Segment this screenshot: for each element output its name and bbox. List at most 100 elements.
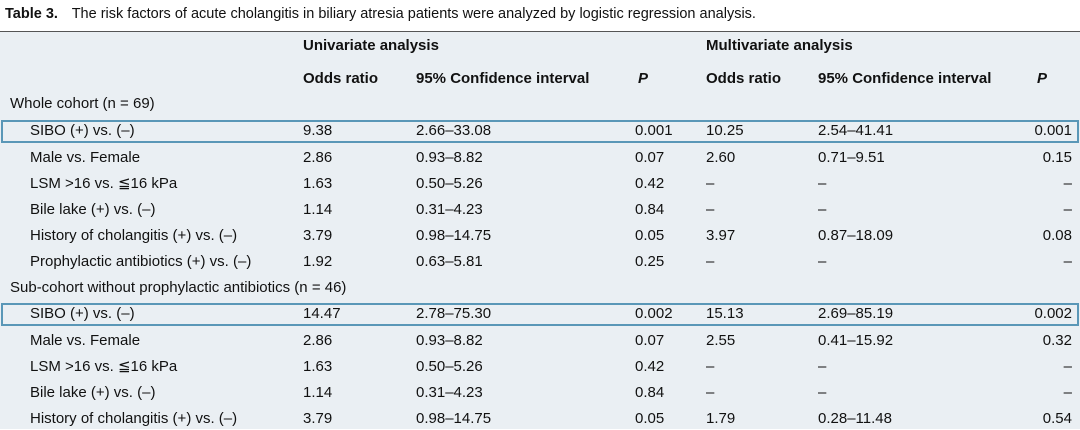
p-univariate-cell: 0.002 — [635, 305, 673, 322]
table-background — [0, 31, 1080, 429]
odds-ratio-univariate-cell: 14.47 — [303, 305, 341, 322]
cohort-group-title: Sub-cohort without prophylactic antibiot… — [10, 279, 347, 296]
odds-ratio-multivariate-cell: 10.25 — [706, 122, 744, 139]
header-p-multi: P — [1037, 70, 1048, 87]
table-row: History of cholangitis (+) vs. (–) 3.79 0.… — [0, 224, 1080, 247]
ci-univariate-cell: 0.98–14.75 — [416, 227, 492, 244]
ci-multivariate-cell: – — [818, 201, 827, 218]
header-ci-uni: 95% Confidence interval — [416, 70, 590, 87]
ci-multivariate-cell: 0.28–11.48 — [818, 410, 892, 427]
table-row: History of cholangitis (+) vs. (–) 3.79 0.… — [0, 407, 1080, 430]
cohort-group-row: Sub-cohort without prophylactic antibiot… — [0, 276, 1080, 299]
odds-ratio-multivariate-cell: – — [706, 175, 715, 192]
p-univariate-cell: 0.42 — [635, 358, 665, 375]
ci-univariate-cell: 0.98–14.75 — [416, 410, 492, 427]
odds-ratio-univariate-cell: 3.79 — [303, 227, 333, 244]
odds-ratio-univariate-cell: 1.14 — [303, 384, 333, 401]
odds-ratio-multivariate-cell: 15.13 — [706, 305, 744, 322]
odds-ratio-multivariate-cell: – — [706, 201, 715, 218]
ci-multivariate-cell: – — [818, 384, 827, 401]
odds-ratio-univariate-cell: 1.63 — [303, 358, 333, 375]
ci-multivariate-cell: 2.69–85.19 — [818, 305, 894, 322]
ci-multivariate-cell: 0.87–18.09 — [818, 227, 894, 244]
header-odds-ratio-uni: Odds ratio — [303, 70, 379, 87]
header-multivariate: Multivariate analysis — [706, 37, 853, 54]
odds-ratio-univariate-cell: 1.92 — [303, 253, 333, 270]
table-row: Bile lake (+) vs. (–) 1.14 0.31–4.23 0.84 – –… — [0, 198, 1080, 221]
ci-multivariate-cell: – — [818, 175, 827, 192]
ci-univariate-cell: 0.63–5.81 — [416, 253, 483, 270]
p-univariate-cell: 0.42 — [635, 175, 665, 192]
ci-univariate-cell: 0.31–4.23 — [416, 201, 483, 218]
ci-univariate-cell: 0.31–4.23 — [416, 384, 483, 401]
p-multivariate-cell: 0.08 — [1042, 227, 1072, 244]
row-label: History of cholangitis (+) vs. (–) — [30, 410, 238, 427]
table-top-rule — [0, 31, 1080, 32]
ci-multivariate-cell: 2.54–41.41 — [818, 122, 894, 139]
ci-univariate-cell: 0.93–8.82 — [416, 332, 483, 349]
p-multivariate-cell: 0.002 — [1034, 305, 1072, 322]
header-ci-multi: 95% Confidence interval — [818, 70, 992, 87]
odds-ratio-univariate-cell: 1.14 — [303, 201, 333, 218]
header-univariate: Univariate analysis — [303, 37, 439, 54]
ci-univariate-cell: 0.93–8.82 — [416, 149, 483, 166]
row-label: Male vs. Female — [30, 149, 141, 166]
p-multivariate-cell: – — [1063, 384, 1072, 401]
p-univariate-cell: 0.84 — [635, 384, 665, 401]
p-univariate-cell: 0.05 — [635, 227, 665, 244]
table-row: LSM >16 vs. ≦16 kPa 1.63 0.50–5.26 0.42 – – – — [0, 355, 1080, 378]
table-row: SIBO (+) vs. (–) 9.38 2.66–33.08 0.001 10.25… — [0, 119, 1080, 142]
odds-ratio-univariate-cell: 2.86 — [303, 149, 333, 166]
odds-ratio-univariate-cell: 1.63 — [303, 175, 333, 192]
p-multivariate-cell: 0.32 — [1042, 332, 1072, 349]
odds-ratio-multivariate-cell: 2.60 — [706, 149, 736, 166]
cohort-group-row: Whole cohort (n = 69) — [0, 92, 1080, 115]
ci-univariate-cell: 2.66–33.08 — [416, 122, 492, 139]
odds-ratio-multivariate-cell: – — [706, 384, 715, 401]
row-label: Prophylactic antibiotics (+) vs. (–) — [30, 253, 252, 270]
p-univariate-cell: 0.07 — [635, 332, 665, 349]
header-group-row: Univariate analysis Multivariate analysi… — [0, 34, 1080, 57]
table-row: Prophylactic antibiotics (+) vs. (–) 1.92… — [0, 250, 1080, 273]
row-label: LSM >16 vs. ≦16 kPa — [30, 175, 178, 192]
odds-ratio-multivariate-cell: 1.79 — [706, 410, 736, 427]
table-caption: Table 3. The risk factors of acute chola… — [5, 4, 756, 24]
row-label: History of cholangitis (+) vs. (–) — [30, 227, 238, 244]
ci-multivariate-cell: 0.71–9.51 — [818, 149, 885, 166]
ci-univariate-cell: 0.50–5.26 — [416, 175, 483, 192]
ci-multivariate-cell: 0.41–15.92 — [818, 332, 894, 349]
table-row: Male vs. Female 2.86 0.93–8.82 0.07 2.60 0.71… — [0, 146, 1080, 169]
p-multivariate-cell: – — [1063, 358, 1072, 375]
header-column-row: Odds ratio 95% Confidence interval P Odd… — [0, 67, 1080, 90]
header-odds-ratio-multi: Odds ratio — [706, 70, 782, 87]
row-label: SIBO (+) vs. (–) — [30, 122, 135, 139]
table-caption-label: Table 3. — [5, 6, 58, 22]
odds-ratio-multivariate-cell: – — [706, 358, 715, 375]
p-univariate-cell: 0.25 — [635, 253, 665, 270]
odds-ratio-univariate-cell: 2.86 — [303, 332, 333, 349]
row-label: Male vs. Female — [30, 332, 141, 349]
ci-multivariate-cell: – — [818, 358, 827, 375]
ci-multivariate-cell: – — [818, 253, 827, 270]
row-label: LSM >16 vs. ≦16 kPa — [30, 358, 178, 375]
p-univariate-cell: 0.05 — [635, 410, 665, 427]
p-multivariate-cell: 0.15 — [1042, 149, 1072, 166]
table-row: LSM >16 vs. ≦16 kPa 1.63 0.50–5.26 0.42 – – – — [0, 172, 1080, 195]
ci-univariate-cell: 2.78–75.30 — [416, 305, 492, 322]
odds-ratio-univariate-cell: 9.38 — [303, 122, 333, 139]
p-multivariate-cell: – — [1063, 175, 1072, 192]
p-multivariate-cell: 0.54 — [1042, 410, 1072, 427]
table-row: Bile lake (+) vs. (–) 1.14 0.31–4.23 0.84 – –… — [0, 381, 1080, 404]
table-row: SIBO (+) vs. (–) 14.47 2.78–75.30 0.002 15.1… — [0, 302, 1080, 325]
table-row: Male vs. Female 2.86 0.93–8.82 0.07 2.55 0.41… — [0, 329, 1080, 352]
p-univariate-cell: 0.84 — [635, 201, 665, 218]
row-label: SIBO (+) vs. (–) — [30, 305, 135, 322]
p-univariate-cell: 0.001 — [635, 122, 673, 139]
ci-univariate-cell: 0.50–5.26 — [416, 358, 483, 375]
odds-ratio-multivariate-cell: 2.55 — [706, 332, 736, 349]
odds-ratio-multivariate-cell: 3.97 — [706, 227, 736, 244]
p-multivariate-cell: 0.001 — [1034, 122, 1072, 139]
odds-ratio-multivariate-cell: – — [706, 253, 715, 270]
p-multivariate-cell: – — [1063, 201, 1072, 218]
p-multivariate-cell: – — [1063, 253, 1072, 270]
